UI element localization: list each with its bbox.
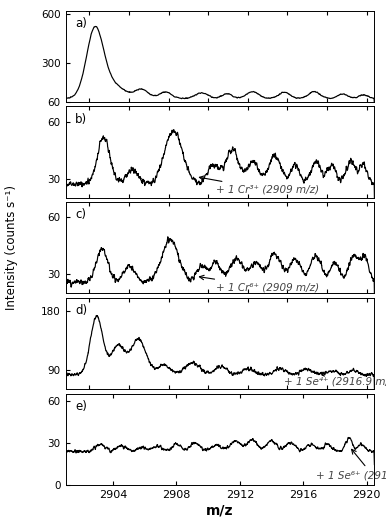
Text: a): a) [75,17,87,30]
Text: + 1 Se⁶⁺ (2918.9 m/z): + 1 Se⁶⁺ (2918.9 m/z) [316,450,386,481]
X-axis label: m/z: m/z [206,504,234,518]
Text: c): c) [75,209,86,221]
Text: e): e) [75,400,87,413]
Text: d): d) [75,304,87,317]
Text: + 1 Se⁴⁺ (2916.9 m/z): + 1 Se⁴⁺ (2916.9 m/z) [284,372,386,386]
Text: + 1 Cr⁶⁺ (2909 m/z): + 1 Cr⁶⁺ (2909 m/z) [200,275,319,292]
Text: b): b) [75,113,87,126]
Text: + 1 Cr³⁺ (2909 m/z): + 1 Cr³⁺ (2909 m/z) [200,176,319,194]
Text: Intensity (counts s⁻¹): Intensity (counts s⁻¹) [5,185,18,310]
